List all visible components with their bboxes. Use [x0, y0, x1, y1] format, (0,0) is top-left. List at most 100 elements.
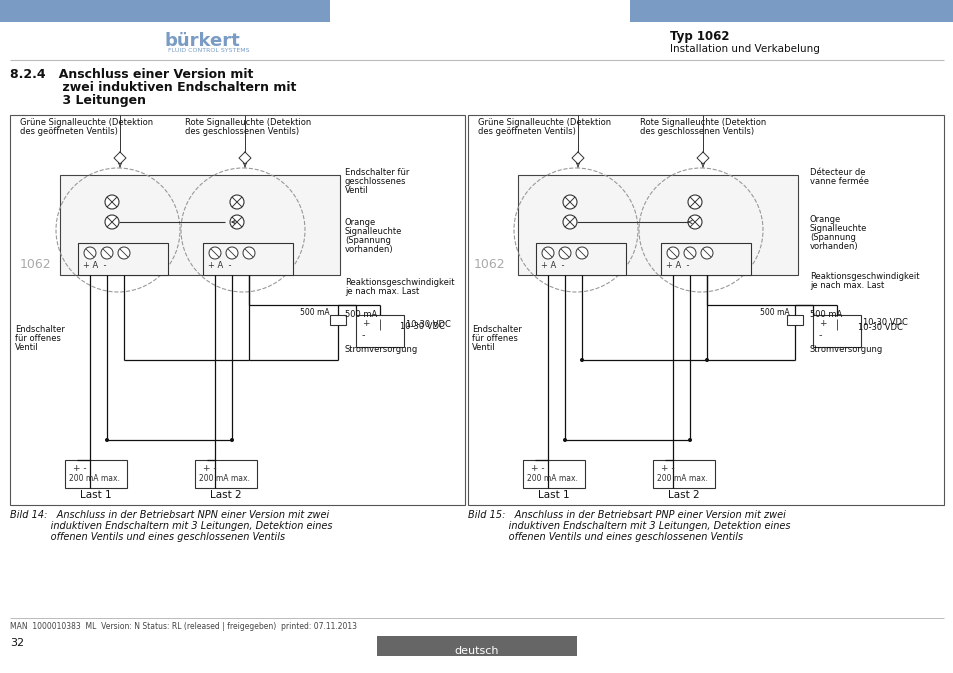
- Text: -: -: [818, 330, 821, 340]
- Circle shape: [687, 215, 701, 229]
- Circle shape: [558, 247, 571, 259]
- Text: bürkert: bürkert: [165, 32, 240, 50]
- Text: vorhanden): vorhanden): [345, 245, 394, 254]
- Text: 200 mA max.: 200 mA max.: [526, 474, 578, 483]
- Text: -: -: [361, 330, 365, 340]
- Text: 3 Leitungen: 3 Leitungen: [10, 94, 146, 107]
- Bar: [660, 243, 750, 275]
- Circle shape: [230, 215, 244, 229]
- Text: + -: + -: [73, 464, 87, 473]
- Circle shape: [226, 247, 237, 259]
- Text: Ventil: Ventil: [345, 186, 369, 195]
- Bar: [203, 243, 293, 275]
- Text: Détecteur de: Détecteur de: [809, 168, 864, 177]
- Text: + -: + -: [203, 464, 216, 473]
- Circle shape: [84, 247, 96, 259]
- Bar: [78, 243, 168, 275]
- Bar: [0, 0, 330, 22]
- Text: Reaktionsgeschwindigkeit: Reaktionsgeschwindigkeit: [809, 272, 919, 281]
- Circle shape: [118, 247, 130, 259]
- Text: Installation und Verkabelung: Installation und Verkabelung: [669, 44, 819, 54]
- Circle shape: [562, 195, 577, 209]
- Text: FLUID CONTROL SYSTEMS: FLUID CONTROL SYSTEMS: [168, 48, 250, 53]
- Text: 10-30 VDC: 10-30 VDC: [862, 318, 907, 327]
- Text: 8.2.4   Anschluss einer Version mit: 8.2.4 Anschluss einer Version mit: [10, 68, 253, 81]
- Text: 500 mA: 500 mA: [299, 308, 330, 317]
- Circle shape: [576, 247, 587, 259]
- Text: (Spannung: (Spannung: [809, 233, 855, 242]
- Text: Last 1: Last 1: [80, 490, 112, 500]
- Text: + -: + -: [531, 464, 544, 473]
- Text: Last 2: Last 2: [210, 490, 241, 500]
- Text: für offenes: für offenes: [15, 334, 61, 343]
- Text: Ventil: Ventil: [472, 343, 496, 352]
- Text: geschlossenes: geschlossenes: [345, 177, 406, 186]
- Text: für offenes: für offenes: [472, 334, 517, 343]
- Text: Typ 1062: Typ 1062: [669, 30, 729, 43]
- Bar: [330, 315, 346, 325]
- Text: offenen Ventils und eines geschlossenen Ventils: offenen Ventils und eines geschlossenen …: [10, 532, 285, 542]
- Bar: [517, 175, 797, 275]
- Circle shape: [687, 195, 701, 209]
- Text: Bild 14:   Anschluss in der Betriebsart NPN einer Version mit zwei: Bild 14: Anschluss in der Betriebsart NP…: [10, 510, 329, 520]
- Text: 1062: 1062: [20, 258, 51, 271]
- Text: deutsch: deutsch: [455, 646, 498, 656]
- Bar: [60, 175, 339, 275]
- Bar: [468, 115, 943, 505]
- Text: Grüne Signalleuchte (Detektion: Grüne Signalleuchte (Detektion: [477, 118, 611, 127]
- Circle shape: [687, 438, 691, 442]
- Text: 500 mA: 500 mA: [345, 310, 376, 319]
- Text: +: +: [361, 319, 369, 328]
- Text: induktiven Endschaltern mit 3 Leitungen, Detektion eines: induktiven Endschaltern mit 3 Leitungen,…: [468, 521, 790, 531]
- Bar: [10, 115, 464, 505]
- Text: +: +: [818, 319, 825, 328]
- Text: + A  -: + A -: [665, 261, 689, 270]
- Bar: [355, 315, 403, 347]
- Bar: [65, 460, 127, 488]
- Circle shape: [101, 247, 112, 259]
- Text: Endschalter für: Endschalter für: [345, 168, 409, 177]
- Circle shape: [105, 195, 119, 209]
- Text: Bild 15:   Anschluss in der Betriebsart PNP einer Version mit zwei: Bild 15: Anschluss in der Betriebsart PN…: [468, 510, 785, 520]
- Bar: [522, 460, 584, 488]
- Text: Endschalter: Endschalter: [472, 325, 521, 334]
- Text: des geschlossenen Ventils): des geschlossenen Ventils): [639, 127, 753, 136]
- Circle shape: [230, 195, 244, 209]
- Bar: [812, 315, 861, 347]
- Circle shape: [579, 358, 583, 362]
- Circle shape: [700, 247, 712, 259]
- Text: 200 mA max.: 200 mA max.: [657, 474, 707, 483]
- Text: + -: + -: [660, 464, 674, 473]
- Circle shape: [541, 247, 554, 259]
- Text: vanne fermée: vanne fermée: [809, 177, 868, 186]
- Text: (Spannung: (Spannung: [345, 236, 391, 245]
- Text: des geschlossenen Ventils): des geschlossenen Ventils): [185, 127, 299, 136]
- Circle shape: [683, 247, 696, 259]
- Text: Rote Signalleuchte (Detektion: Rote Signalleuchte (Detektion: [639, 118, 765, 127]
- Text: Stromversorgung: Stromversorgung: [809, 345, 882, 354]
- Circle shape: [562, 215, 577, 229]
- Text: Rote Signalleuchte (Detektion: Rote Signalleuchte (Detektion: [185, 118, 311, 127]
- Text: Orange: Orange: [809, 215, 841, 224]
- Text: 500 mA: 500 mA: [760, 308, 789, 317]
- Bar: [194, 460, 256, 488]
- Circle shape: [562, 438, 566, 442]
- Circle shape: [243, 247, 254, 259]
- Text: + A  -: + A -: [208, 261, 232, 270]
- Text: vorhanden): vorhanden): [809, 242, 858, 251]
- Circle shape: [209, 247, 221, 259]
- Text: induktiven Endschaltern mit 3 Leitungen, Detektion eines: induktiven Endschaltern mit 3 Leitungen,…: [10, 521, 333, 531]
- Text: des geöffneten Ventils): des geöffneten Ventils): [477, 127, 576, 136]
- Circle shape: [666, 247, 679, 259]
- Text: 10-30 VDC: 10-30 VDC: [857, 323, 902, 332]
- Text: 200 mA max.: 200 mA max.: [69, 474, 120, 483]
- Text: Last 1: Last 1: [537, 490, 569, 500]
- Circle shape: [704, 358, 708, 362]
- Text: 1062: 1062: [474, 258, 505, 271]
- Text: 200 mA max.: 200 mA max.: [199, 474, 250, 483]
- Text: Stromversorgung: Stromversorgung: [345, 345, 417, 354]
- Bar: [629, 0, 953, 22]
- Circle shape: [105, 438, 109, 442]
- Text: Grüne Signalleuchte (Detektion: Grüne Signalleuchte (Detektion: [20, 118, 153, 127]
- Text: des geöffneten Ventils): des geöffneten Ventils): [20, 127, 118, 136]
